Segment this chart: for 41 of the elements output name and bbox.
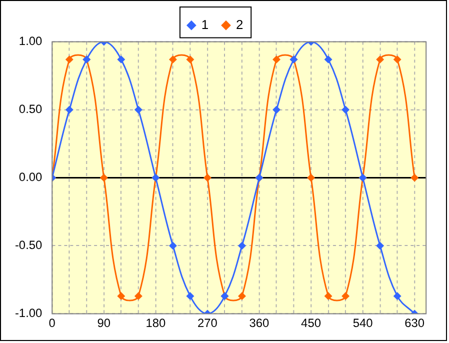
- point: [186, 55, 194, 64]
- point: [324, 292, 332, 300]
- point: [238, 292, 246, 300]
- y-tick-label: 0.50: [18, 102, 43, 116]
- point: [238, 242, 246, 250]
- x-tick-label: 630: [404, 316, 425, 330]
- y-tick-label: -0.50: [14, 238, 43, 252]
- point: [100, 174, 108, 182]
- point: [117, 55, 126, 64]
- point: [168, 55, 177, 64]
- x-tick-label: 270: [198, 316, 218, 330]
- x-tick-label: 180: [146, 316, 166, 330]
- point: [134, 292, 142, 300]
- y-tick-label: -1.00: [14, 306, 43, 320]
- point: [65, 55, 74, 64]
- point: [307, 174, 316, 182]
- point: [186, 292, 194, 300]
- point: [117, 292, 126, 300]
- x-tick-label: 450: [301, 316, 322, 330]
- point: [410, 174, 419, 182]
- x-tick-label: 540: [352, 316, 374, 330]
- legend-label: 1: [201, 16, 209, 32]
- y-tick-label: 0.00: [18, 170, 43, 184]
- x-tick-label: 0: [48, 316, 56, 330]
- point: [342, 292, 350, 300]
- x-tick-label: 90: [97, 316, 111, 330]
- point: [272, 55, 280, 64]
- point: [134, 106, 142, 114]
- point: [393, 292, 402, 300]
- point: [168, 242, 177, 250]
- x-tick-label: 360: [249, 316, 270, 330]
- point: [324, 55, 332, 64]
- point: [376, 242, 384, 250]
- point: [342, 106, 350, 114]
- legend-label: 2: [236, 16, 244, 32]
- y-tick-label: 1.00: [18, 34, 43, 48]
- point: [272, 106, 280, 114]
- point: [393, 55, 402, 64]
- point: [203, 174, 212, 182]
- point: [65, 106, 74, 114]
- point: [376, 55, 384, 64]
